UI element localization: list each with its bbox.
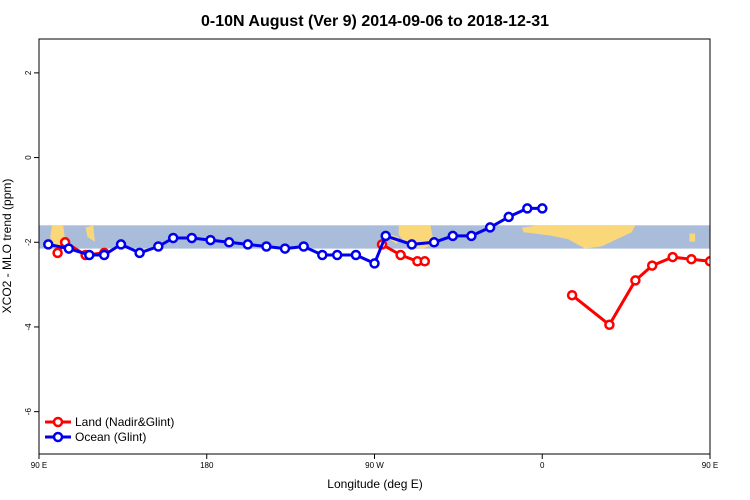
legend-item-ocean: Ocean (Glint) [45, 430, 146, 444]
data-point-ocean-0-0 [43, 239, 54, 250]
data-point-ocean-0-13 [279, 243, 291, 254]
y-tick-label-4: -6 [24, 408, 33, 416]
data-point-land-2-0 [566, 289, 578, 301]
data-point-ocean-0-2 [84, 249, 95, 261]
y-tick-label-3: -4 [24, 323, 33, 331]
data-point-ocean-0-19 [380, 230, 391, 242]
x-axis-label: Longitude (deg E) [327, 477, 422, 491]
x-axis: 90 E 180 90 W 0 90 E [31, 454, 718, 470]
data-point-ocean-0-11 [242, 239, 254, 250]
data-point-ocean-0-20 [406, 239, 418, 250]
data-point-ocean-0-27 [537, 203, 548, 214]
land-guinea [85, 225, 95, 242]
y-tick-label-1: 0 [24, 155, 33, 160]
data-point-ocean-0-12 [261, 241, 272, 252]
data-point-land-2-5 [686, 253, 697, 265]
y-axis: 2 0 -2 -4 -6 [24, 70, 39, 415]
data-point-land-2-3 [646, 260, 658, 271]
data-point-ocean-0-25 [503, 211, 514, 223]
data-point-land-1-3 [419, 256, 431, 267]
data-point-land-2-2 [630, 275, 641, 286]
data-point-ocean-0-24 [484, 222, 496, 233]
data-point-ocean-0-14 [298, 241, 309, 252]
data-point-ocean-0-3 [98, 249, 110, 261]
data-point-ocean-0-4 [115, 239, 127, 250]
y-axis-label: XCO2 - MLO trend (ppm) [0, 179, 14, 314]
land-malaysia [729, 225, 738, 241]
legend-item-land: Land (Nadir&Glint) [45, 415, 174, 429]
data-point-land-0-0 [52, 247, 63, 259]
x-tick-label-3: 0 [540, 461, 545, 470]
series-ocean [43, 203, 750, 269]
x-tick-label-0: 90 E [31, 461, 47, 470]
data-point-ocean-0-9 [205, 234, 216, 246]
data-point-land-2-1 [604, 319, 615, 331]
data-point-ocean-0-21 [428, 237, 440, 248]
data-point-ocean-0-15 [317, 249, 328, 261]
land-africa [521, 225, 636, 249]
data-point-ocean-1-2 [743, 245, 750, 253]
data-point-land-2-4 [667, 251, 678, 263]
data-point-ocean-0-10 [223, 237, 235, 248]
series-land [52, 237, 750, 331]
data-point-ocean-0-8 [186, 232, 198, 244]
data-point-ocean-0-22 [447, 230, 459, 242]
land-srilanka [689, 233, 696, 242]
series-land-line-2 [571, 255, 710, 327]
data-point-ocean-0-16 [331, 249, 343, 261]
data-point-ocean-0-1 [63, 243, 75, 254]
data-point-land-3-0 [736, 249, 744, 257]
data-point-ocean-0-17 [350, 249, 362, 261]
data-point-land-3-1 [745, 240, 750, 248]
data-point-ocean-0-23 [466, 230, 477, 242]
series-ocean-line-0 [47, 206, 543, 265]
chart-title: 0-10N August (Ver 9) 2014-09-06 to 2018-… [201, 13, 549, 30]
y-tick-label-0: 2 [24, 70, 33, 75]
series-ocean-line-1 [721, 238, 750, 257]
data-point-ocean-0-5 [134, 247, 145, 259]
legend-marker-land [52, 416, 64, 428]
data-point-land-1-1 [395, 249, 406, 261]
data-point-ocean-0-7 [167, 232, 179, 244]
legend-marker-ocean [52, 431, 64, 443]
series-land-line-3 [740, 244, 749, 253]
data-point-ocean-0-18 [369, 258, 380, 269]
y-tick-label-2: -2 [24, 238, 33, 246]
data-point-ocean-1-0 [717, 240, 725, 248]
land-ocean-map-band [39, 225, 738, 249]
x-tick-label-2: 90 W [365, 461, 384, 470]
legend-label-ocean: Ocean (Glint) [75, 430, 146, 444]
plot-area [38, 38, 750, 455]
data-point-ocean-0-26 [522, 203, 533, 214]
legend-label-land: Land (Nadir&Glint) [75, 415, 174, 429]
x-tick-label-1: 180 [200, 461, 214, 470]
series-layer [43, 203, 750, 331]
data-point-ocean-1-1 [728, 240, 736, 248]
data-point-ocean-0-6 [153, 241, 164, 252]
x-tick-label-4: 90 E [702, 461, 718, 470]
data-point-land-2-6 [704, 256, 710, 267]
legend: Land (Nadir&Glint) Ocean (Glint) [45, 415, 174, 444]
